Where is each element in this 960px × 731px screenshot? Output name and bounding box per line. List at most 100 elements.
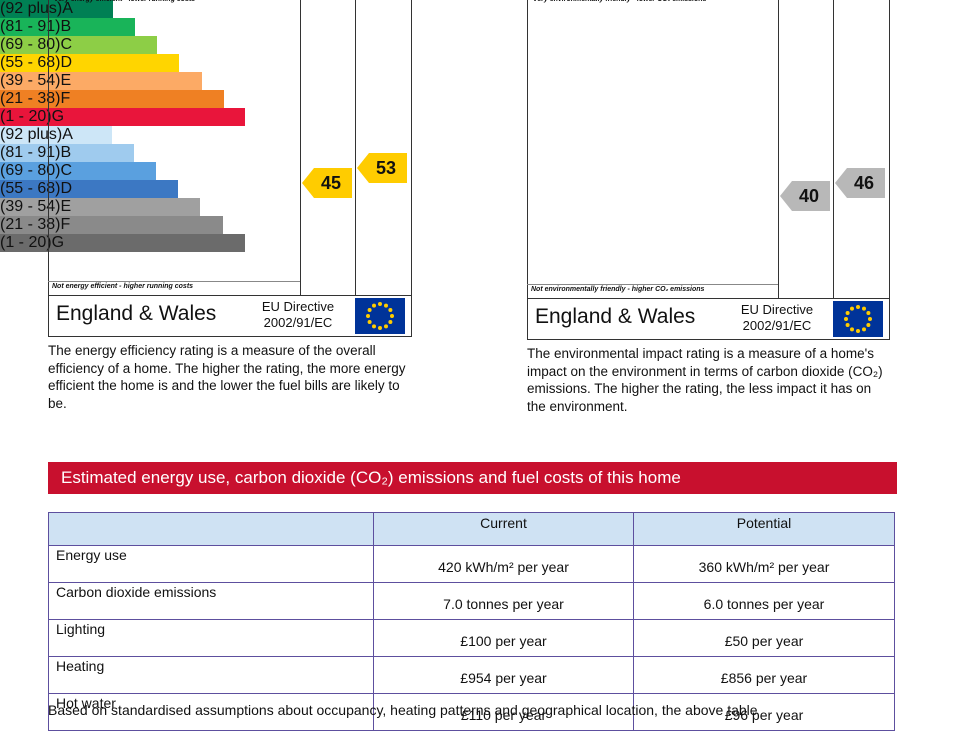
rating-value: 46 [853, 173, 875, 193]
band: (55 - 68)D [0, 180, 178, 198]
table-header: Current Potential [48, 512, 895, 546]
description: The energy efficiency rating is a measur… [48, 343, 406, 411]
band: (21 - 38)F [0, 90, 224, 108]
table-row: Energy use 420 kWh/m² per year 360 kWh/m² … [48, 545, 895, 583]
divider [48, 281, 300, 282]
rating-arrow: 45 [302, 168, 354, 198]
header-note: Very environmentally friendly - lower CO… [533, 0, 707, 3]
table-cell: £50 per year [633, 619, 895, 657]
table-cell: Heating [48, 656, 374, 694]
table-cell: Lighting [48, 619, 374, 657]
band-letter: E [60, 72, 72, 89]
band: (39 - 54)E [0, 198, 200, 216]
band-range: (1 - 20) [0, 108, 52, 125]
rating-box [527, 0, 890, 340]
header-cell: Current [373, 512, 634, 546]
band: (1 - 20)G [0, 234, 245, 252]
band-range: (69 - 80) [0, 36, 61, 53]
band: (69 - 80)C [0, 36, 157, 54]
directive: 2002/91/EC [742, 318, 812, 333]
header-note: Very energy efficient - lower running co… [54, 0, 195, 3]
footnote: Based on standardised assumptions about … [48, 702, 758, 718]
band: (39 - 54)E [0, 72, 202, 90]
arrow-shape [780, 181, 830, 211]
band: (1 - 20)G [0, 108, 245, 126]
band: (21 - 38)F [0, 216, 223, 234]
rating-arrow: 40 [780, 181, 832, 211]
band: (81 - 91)B [0, 144, 134, 162]
header-cell: Potential [633, 512, 895, 546]
region: England & Wales [535, 305, 696, 328]
band: (69 - 80)C [0, 162, 156, 180]
flag-stars [366, 302, 394, 330]
divider [527, 298, 890, 299]
directive: 2002/91/EC [263, 315, 333, 330]
column-divider [833, 0, 834, 298]
band-letter: F [60, 216, 71, 233]
header-cell [48, 512, 374, 546]
divider [527, 284, 778, 285]
arrow-shape [302, 168, 352, 198]
band-range: (1 - 20) [0, 234, 52, 251]
estimates-table: Current Potential Energy use 420 kWh/m² p… [48, 512, 895, 731]
table-row: Carbon dioxide emissions 7.0 tonnes per y… [48, 582, 895, 620]
band-letter: D [60, 54, 73, 71]
band-range: (55 - 68) [0, 180, 61, 197]
table-cell: Carbon dioxide emissions [48, 582, 374, 620]
eu-flag [355, 298, 405, 334]
band-range: (92 plus) [0, 0, 63, 17]
table-row: Lighting £100 per year £50 per year [48, 619, 895, 657]
band-letter: A [62, 0, 73, 17]
band: (92 plus)A [0, 0, 113, 18]
band-range: (39 - 54) [0, 72, 61, 89]
rating-value: 53 [375, 158, 397, 178]
column-divider [355, 0, 356, 295]
directive: EU Directive [261, 299, 335, 314]
band-letter: B [60, 18, 72, 35]
footer-note: Not environmentally friendly - higher CO… [531, 286, 705, 293]
rating-value: 40 [798, 186, 820, 206]
rating-arrow: 46 [835, 168, 887, 198]
band-range: (21 - 38) [0, 90, 61, 107]
column-divider [300, 0, 301, 295]
flag-stars [844, 305, 872, 333]
band-range: (39 - 54) [0, 198, 61, 215]
band-letter: E [60, 198, 72, 215]
banner: Estimated energy use, carbon dioxide (CO… [48, 462, 897, 494]
directive: EU Directive [740, 302, 814, 317]
rating-arrow: 53 [357, 153, 409, 183]
rating-box [48, 0, 412, 337]
band-range: (92 plus) [0, 126, 63, 143]
band: (55 - 68)D [0, 54, 179, 72]
band-letter: G [51, 108, 65, 125]
table-cell: £100 per year [373, 619, 634, 657]
band-range: (69 - 80) [0, 162, 61, 179]
description: The environmental impact rating is a mea… [527, 346, 883, 414]
arrow-shape [835, 168, 885, 198]
band-range: (81 - 91) [0, 144, 61, 161]
region: England & Wales [56, 302, 217, 325]
band-range: (81 - 91) [0, 18, 61, 35]
band-letter: G [51, 234, 65, 251]
band-letter: B [60, 144, 72, 161]
band-letter: C [60, 36, 73, 53]
table-cell: 6.0 tonnes per year [633, 582, 895, 620]
band-letter: C [60, 162, 73, 179]
arrow-shape [357, 153, 407, 183]
table-cell: £856 per year [633, 656, 895, 694]
band-letter: D [60, 180, 73, 197]
footer-note: Not energy efficient - higher running co… [52, 283, 194, 290]
table-cell: 7.0 tonnes per year [373, 582, 634, 620]
band: (81 - 91)B [0, 18, 135, 36]
divider [48, 295, 412, 296]
table-cell: Energy use [48, 545, 374, 583]
band-letter: A [62, 126, 73, 143]
band-range: (55 - 68) [0, 54, 61, 71]
table-cell: 360 kWh/m² per year [633, 545, 895, 583]
table-cell: £954 per year [373, 656, 634, 694]
table-cell: 420 kWh/m² per year [373, 545, 634, 583]
eu-flag [833, 301, 883, 337]
table-row: Heating £954 per year £856 per year [48, 656, 895, 694]
band: (92 plus)A [0, 126, 112, 144]
